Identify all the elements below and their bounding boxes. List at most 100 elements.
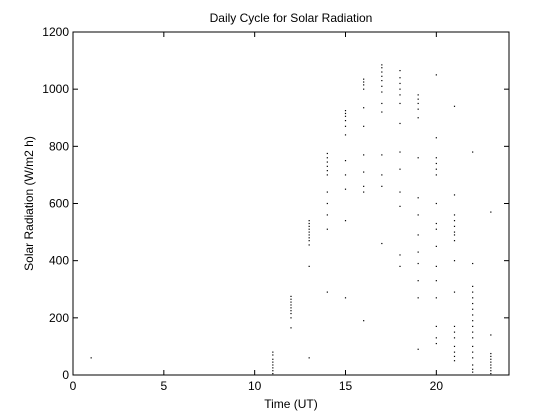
data-point [435,137,437,139]
data-point [363,154,365,156]
data-point [453,225,456,227]
data-point [453,214,456,216]
data-point [490,361,492,363]
data-point [490,352,492,355]
data-point [326,174,328,176]
x-axis-label: Time (UT) [264,397,318,411]
y-tick-label: 200 [49,311,69,325]
data-point [308,244,310,246]
data-point [435,245,437,247]
data-point [363,320,365,322]
data-point [453,351,456,353]
scatter-points [90,64,492,375]
data-point [417,348,419,350]
data-point [90,357,92,359]
data-point [399,94,401,96]
data-point [399,168,401,170]
data-point [363,88,365,90]
data-point [381,75,383,77]
y-tick-label: 1200 [42,25,69,39]
data-point [435,162,437,165]
data-point [472,351,474,353]
data-point [490,372,492,375]
data-point [453,355,456,358]
x-tick-label: 20 [430,379,444,393]
data-point [290,327,292,329]
data-point [272,354,274,356]
data-point [344,115,347,117]
data-point [472,368,474,370]
data-point [417,297,419,299]
data-point [344,174,347,176]
data-point [417,94,419,96]
data-point [399,82,401,85]
data-point [326,161,328,163]
data-point [453,325,456,328]
data-point [381,71,383,73]
data-point [417,234,419,236]
data-point [435,74,437,76]
data-point [308,237,310,239]
data-point [490,355,492,358]
data-point [472,325,474,328]
data-point [435,174,437,176]
data-point [290,301,292,303]
data-point [308,357,310,359]
chart-title: Daily Cycle for Solar Radiation [210,11,373,25]
data-point [417,197,419,199]
data-point [344,160,347,162]
data-point [453,231,456,233]
data-point [435,168,437,170]
data-point [290,312,292,315]
data-point [344,110,347,112]
data-point [344,125,347,127]
data-point [417,102,419,105]
data-point [399,102,401,105]
data-point [472,302,474,305]
data-point [435,202,437,205]
data-point [453,234,456,236]
data-point [453,291,456,293]
data-point [399,122,401,125]
data-point [290,307,292,309]
data-point [272,364,274,366]
x-tick-label: 10 [248,379,262,393]
data-point [363,171,365,173]
data-point [326,152,328,155]
data-point [308,228,310,230]
data-point [490,367,492,369]
data-point [363,84,365,86]
data-point [472,364,474,366]
data-point [363,185,365,187]
data-point [381,174,383,176]
data-point [326,214,328,216]
data-point [453,220,456,222]
data-point [453,240,456,242]
data-point [435,337,437,339]
data-point [453,337,456,339]
data-point [381,79,383,82]
data-point [435,222,437,225]
data-point [290,298,292,300]
data-point [417,117,419,119]
data-point [363,78,365,80]
data-point [472,262,474,265]
data-point [272,351,274,353]
data-point [326,291,328,293]
y-tick-label: 1000 [42,82,69,96]
data-point [381,111,383,113]
data-point [453,105,456,107]
data-point [308,222,310,225]
data-point [308,225,310,227]
data-point [308,240,310,242]
data-point [472,331,474,333]
data-point [399,151,401,153]
y-tick-label: 0 [62,368,69,382]
data-point [472,285,474,287]
data-point [435,342,437,345]
data-point [417,98,419,100]
data-point [472,308,474,310]
data-point [381,64,383,66]
